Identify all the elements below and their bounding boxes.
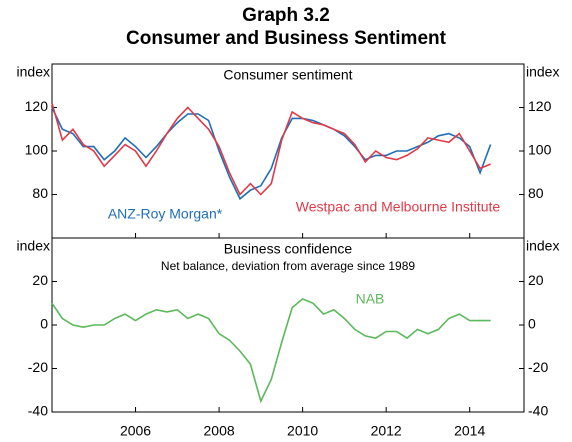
chart-subtitle: Consumer and Business Sentiment [126,28,447,49]
y-tick-label: -20 [28,359,48,375]
y-axis-label: index [17,238,50,254]
x-tick-label: 2014 [454,423,485,439]
y2-tick-label: 100 [528,142,552,158]
panel-title: Consumer sentiment [223,67,352,83]
series-label: ANZ-Roy Morgan* [108,206,223,222]
y2-tick-label: 80 [528,185,544,201]
y2-axis-label: index [526,64,559,80]
panel-title: Business confidence [224,241,353,257]
series-line [51,102,491,196]
series-line [51,107,492,201]
y-axis-label: index [17,64,50,80]
y2-tick-label: -40 [528,403,548,419]
y-tick-label: 0 [40,316,48,332]
y-tick-label: -40 [28,403,48,419]
y2-tick-label: 20 [528,272,544,288]
x-tick-label: 2006 [120,423,151,439]
y-tick-label: 120 [25,98,49,114]
series-label: NAB [356,291,385,307]
x-tick-label: 2010 [287,423,318,439]
y2-tick-label: -20 [528,359,548,375]
y2-axis-label: index [526,238,559,254]
panel-subtitle: Net balance, deviation from average sinc… [161,259,415,273]
y2-tick-label: 0 [528,316,536,332]
x-tick-label: 2012 [371,423,402,439]
x-tick-label: 2008 [204,423,235,439]
series-line [51,297,491,404]
series-label: Westpac and Melbourne Institute [296,199,501,215]
y-tick-label: 20 [32,272,48,288]
chart-title: Graph 3.2 [242,5,330,26]
y-tick-label: 80 [32,185,48,201]
y2-tick-label: 120 [528,98,552,114]
y-tick-label: 100 [25,142,49,158]
